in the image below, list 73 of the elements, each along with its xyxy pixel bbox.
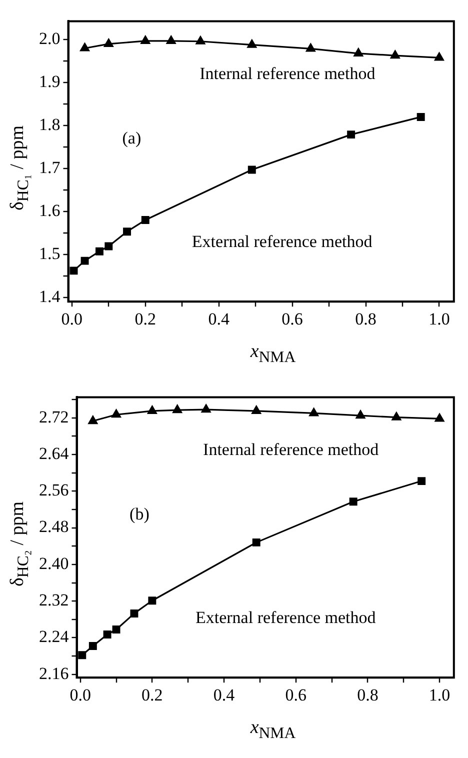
point (70, 266, 78, 275)
point (390, 50, 400, 59)
point (103, 630, 112, 639)
point (141, 216, 150, 224)
annotation: (a) (122, 128, 142, 148)
annotation: (b) (130, 504, 150, 524)
point (306, 43, 316, 52)
point (112, 626, 120, 634)
y-tick-label: 1.6 (39, 200, 60, 220)
x-tick-label: 0.4 (213, 685, 236, 704)
point (392, 412, 402, 420)
point (123, 228, 131, 236)
y-tick-label: 1.9 (39, 72, 60, 92)
point (252, 406, 262, 414)
point (88, 642, 97, 650)
x-tick-label: 1.0 (428, 309, 450, 328)
y-tick-label: 2.56 (39, 480, 69, 500)
y-tick-label: 2.64 (39, 444, 70, 463)
y-tick-label: 2.40 (39, 554, 69, 573)
point (78, 651, 86, 660)
point (95, 247, 104, 256)
point (130, 609, 138, 618)
x-tick-label: 0.0 (70, 685, 91, 704)
x-axis-title: x$_{NMA}$ (250, 341, 296, 367)
x-tick-label: 0.8 (357, 685, 378, 704)
annotation: External reference method (192, 232, 373, 252)
point (196, 36, 206, 44)
point (104, 38, 114, 48)
y-tick-label: 2.0 (39, 29, 60, 48)
y-tick-label: 2.32 (39, 590, 69, 610)
x-tick-label: 0.2 (134, 309, 156, 328)
point (148, 596, 156, 605)
x-axis-title: x$_{NMA}$ (250, 717, 296, 743)
x-tick-label: 0.8 (355, 309, 376, 328)
point (252, 538, 260, 546)
point (434, 52, 444, 61)
point (88, 416, 98, 424)
point (104, 242, 113, 250)
y-tick-label: 1.8 (39, 115, 60, 134)
y-tick-label: 2.16 (39, 664, 69, 683)
point (80, 256, 89, 265)
x-tick-label: 0.4 (208, 309, 230, 328)
point (418, 477, 426, 486)
point (347, 130, 356, 139)
point (247, 40, 257, 48)
point (172, 404, 182, 414)
y-tick-label: 2.48 (39, 517, 69, 536)
point (349, 498, 358, 506)
point (80, 42, 90, 52)
x-tick-label: 0.6 (282, 309, 303, 328)
annotation: External reference method (195, 608, 376, 628)
point (201, 404, 211, 413)
annotation: Internal reference method (200, 64, 376, 83)
point (309, 408, 319, 416)
point (112, 409, 121, 418)
point (434, 413, 444, 422)
y-tick-label: 1.4 (39, 286, 61, 306)
x-tick-label: 0.0 (61, 309, 83, 328)
point (356, 410, 366, 419)
x-tick-label: 1.0 (428, 685, 450, 704)
y-tick-label: 1.5 (39, 244, 60, 263)
x-tick-label: 0.2 (142, 685, 163, 704)
point (248, 166, 256, 174)
y-tick-label: 2.24 (39, 627, 70, 646)
point (354, 48, 364, 56)
point (147, 406, 157, 414)
x-tick-label: 0.6 (285, 685, 306, 704)
point (416, 112, 425, 121)
point (166, 36, 176, 44)
point (140, 36, 150, 44)
y-tick-label: 1.7 (39, 158, 61, 177)
y-tick-label: 2.72 (39, 407, 69, 426)
annotation: Internal reference method (203, 440, 380, 459)
